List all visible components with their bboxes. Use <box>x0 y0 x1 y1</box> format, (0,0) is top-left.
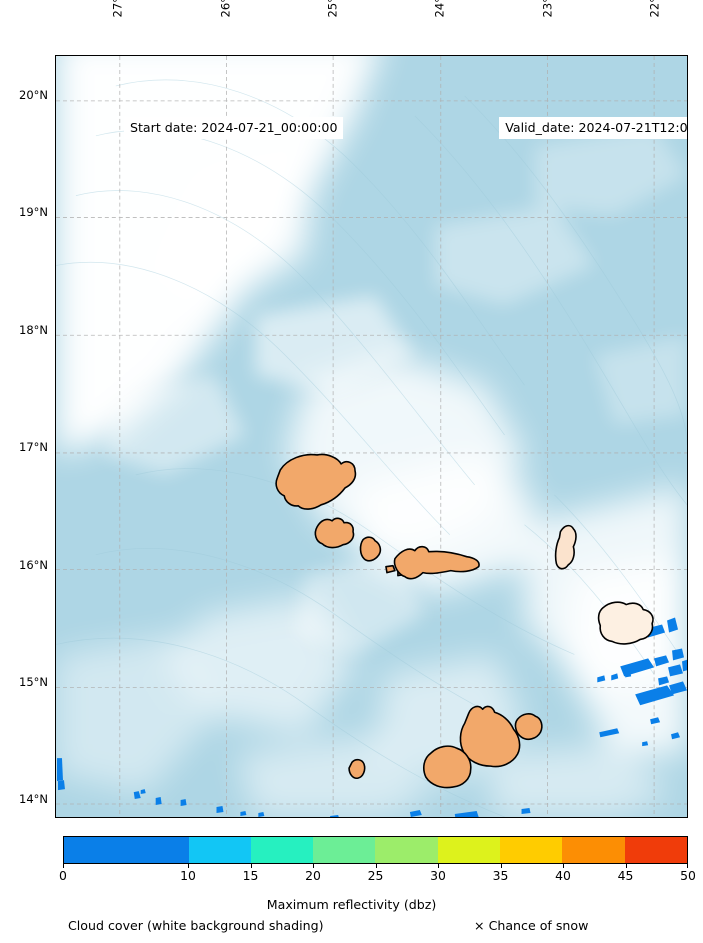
colorbar-tick-mark <box>625 864 627 868</box>
legend-chance-of-snow: × Chance of snow <box>474 918 588 933</box>
colorbar-segment <box>64 837 189 863</box>
legend-cloud-cover: Cloud cover (white background shading) <box>68 918 324 933</box>
reflectivity-echoes <box>597 617 687 747</box>
colorbar-segment <box>437 837 501 863</box>
colorbar-segment <box>250 837 314 863</box>
reflectivity-echoes-southwest <box>56 758 531 817</box>
colorbar-segment <box>188 837 251 863</box>
longitude-tick-label: 25°W <box>325 0 340 18</box>
colorbar-tick-mark <box>250 864 252 868</box>
colorbar-tick-label: 15 <box>242 868 259 883</box>
colorbar-tick-label: 30 <box>430 868 446 883</box>
colorbar-tick-mark <box>563 864 564 868</box>
island-fogo <box>423 745 472 789</box>
legend-row: Cloud cover (white background shading) ×… <box>0 918 703 938</box>
latitude-tick-label: 16°N <box>19 557 48 572</box>
graticule-gridlines <box>56 56 687 817</box>
colorbar-segment <box>375 837 438 863</box>
colorbar-tick-mark <box>687 864 688 868</box>
colorbar-tick-label: 10 <box>180 868 196 883</box>
map-graphic <box>56 56 687 817</box>
colorbar-tick-label: 25 <box>367 868 384 883</box>
island-sao-vicente <box>314 517 355 549</box>
legend-snow-label: Chance of snow <box>488 918 589 933</box>
colorbar[interactable] <box>63 836 688 864</box>
island-santo-antao <box>275 453 357 510</box>
island-maio <box>514 713 543 741</box>
colorbar-tick-mark <box>500 864 502 868</box>
island-brava <box>348 758 366 780</box>
latitude-tick-label: 20°N <box>19 88 48 103</box>
colorbar-tick-mark <box>188 864 189 868</box>
colorbar-tick-label: 45 <box>617 868 634 883</box>
island-polygons <box>275 453 654 789</box>
colorbar-tick-label: 40 <box>555 868 571 883</box>
colorbar-segment <box>500 837 563 863</box>
colorbar-segment <box>562 837 625 863</box>
colorbar-tick-labels: 0 10 15 20 25 30 35 40 45 50 <box>59 864 696 886</box>
latitude-tick-label: 15°N <box>19 675 48 689</box>
colorbar-tick-mark <box>63 864 64 868</box>
colorbar-segment <box>624 837 687 863</box>
colorbar-tick-label: 50 <box>680 868 696 883</box>
latitude-tick-label: 17°N <box>19 440 48 455</box>
longitude-tick-label: 24°W <box>432 0 447 18</box>
colorbar-tick-label: 35 <box>492 868 509 883</box>
longitude-tick-label: 26°W <box>218 0 233 18</box>
map-plot-area[interactable]: Start date: 2024-07-21_00:00:00 Valid_da… <box>55 55 688 818</box>
island-sal <box>554 524 577 570</box>
island-sao-nicolau <box>393 545 480 580</box>
island-santa-luzia <box>359 536 382 562</box>
cloud-cover-wisps <box>105 125 687 655</box>
colorbar-tick-mark <box>438 864 439 868</box>
islet-branco <box>385 564 396 574</box>
latitude-tick-label: 19°N <box>19 205 48 220</box>
latitude-tick-label: 14°N <box>19 792 48 807</box>
snow-marker-icon: × <box>474 918 485 933</box>
colorbar-tick-mark <box>375 864 377 868</box>
colorbar-axis-title: Maximum reflectivity (dbz) <box>266 897 437 912</box>
island-boa-vista <box>597 601 654 645</box>
longitude-tick-label: 22°W <box>647 0 662 18</box>
colorbar-tick-label: 0 <box>59 868 67 883</box>
colorbar-segment <box>313 837 376 863</box>
colorbar-tick-mark <box>313 864 314 868</box>
longitude-tick-label: 27°W <box>110 0 125 18</box>
colorbar-tick-label: 20 <box>305 868 321 883</box>
longitude-tick-label: 23°W <box>540 0 555 18</box>
cloud-contour-lines <box>56 79 687 817</box>
latitude-tick-label: 18°N <box>19 322 48 337</box>
